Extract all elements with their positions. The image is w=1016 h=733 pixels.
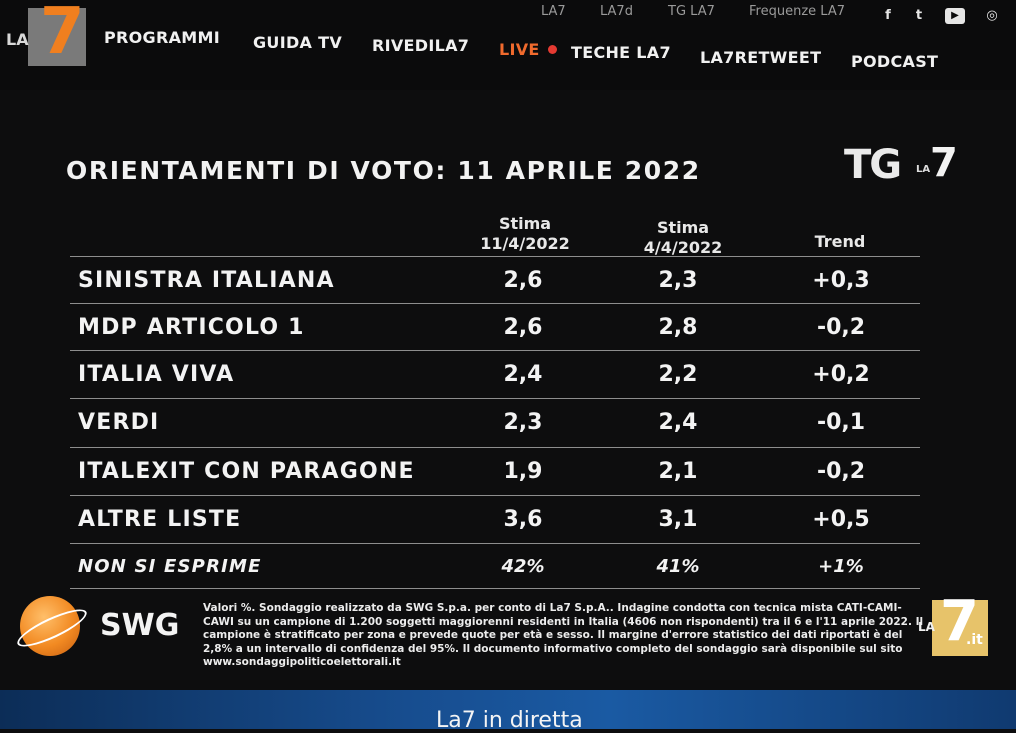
estimate-previous: 2,1 xyxy=(658,459,698,484)
youtube-icon[interactable]: ▶ xyxy=(945,8,965,24)
column-header-line1: Stima xyxy=(656,218,710,237)
la7-it-logo: LA 7 .it xyxy=(918,594,992,658)
la7-it-logo-it: .it xyxy=(966,632,983,648)
estimate-current: 1,9 xyxy=(503,459,543,484)
estimate-previous: 41% xyxy=(656,556,700,577)
estimate-current: 2,3 xyxy=(503,410,543,435)
nav-item-rivedila7[interactable]: RIVEDILA7 xyxy=(372,36,470,55)
trend-value: -0,1 xyxy=(816,410,866,435)
estimate-current: 42% xyxy=(501,556,545,577)
channel-link-la7[interactable]: LA7 xyxy=(541,4,566,19)
nav-item-programmi[interactable]: PROGRAMMI xyxy=(104,28,220,47)
party-name: ITALIA VIVA xyxy=(78,362,235,387)
channel-link-la7d[interactable]: LA7d xyxy=(600,4,633,19)
nav-item-podcast[interactable]: PODCAST xyxy=(851,52,939,71)
party-name: SINISTRA ITALIANA xyxy=(78,268,335,293)
tg-logo-la: LA xyxy=(916,164,931,175)
la7-logo-la: LA xyxy=(6,30,29,49)
trend-value: +0,5 xyxy=(812,507,870,532)
table-row: MDP ARTICOLO 1 2,6 2,8 -0,2 xyxy=(70,303,920,350)
estimate-current: 2,6 xyxy=(503,315,543,340)
estimate-current: 2,6 xyxy=(503,268,543,293)
facebook-icon[interactable]: f xyxy=(885,8,891,23)
estimate-previous: 2,2 xyxy=(658,362,698,387)
la7-it-logo-seven: 7 xyxy=(940,589,979,654)
column-header-stima-previous: Stima 4/4/2022 xyxy=(618,218,748,258)
tg-la7-logo: TG LA 7 xyxy=(838,140,968,194)
trend-value: -0,2 xyxy=(816,459,866,484)
estimate-previous: 3,1 xyxy=(658,507,698,532)
trend-value: -0,2 xyxy=(816,315,866,340)
tg-logo-seven: 7 xyxy=(930,140,958,186)
swg-globe-icon xyxy=(20,596,80,656)
table-row: ALTRE LISTE 3,6 3,1 +0,5 xyxy=(70,495,920,542)
party-name: ALTRE LISTE xyxy=(78,507,242,532)
trend-value: +0,3 xyxy=(812,268,870,293)
channel-link-frequenze[interactable]: Frequenze LA7 xyxy=(749,4,845,19)
party-name: NON SI ESPRIME xyxy=(78,556,262,577)
live-banner[interactable]: La7 in diretta xyxy=(0,690,1016,733)
instagram-icon[interactable]: ◎ xyxy=(986,8,998,23)
poll-disclaimer: Valori %. Sondaggio realizzato da SWG S.… xyxy=(203,602,924,668)
estimate-current: 2,4 xyxy=(503,362,543,387)
channel-link-tgla7[interactable]: TG LA7 xyxy=(668,4,715,19)
la7-it-logo-box xyxy=(932,600,988,656)
swg-logo: SWG xyxy=(13,596,198,658)
estimate-previous: 2,4 xyxy=(658,410,698,435)
live-banner-label: La7 in diretta xyxy=(436,708,583,733)
nav-item-guida-tv[interactable]: GUIDA TV xyxy=(253,33,343,52)
estimate-current: 3,6 xyxy=(503,507,543,532)
la7-logo[interactable]: LA 7 xyxy=(6,0,88,68)
party-name: VERDI xyxy=(78,410,160,435)
column-header-line1: Stima xyxy=(498,214,552,233)
live-dot-icon xyxy=(548,45,557,54)
column-header-line2: 4/4/2022 xyxy=(643,238,723,257)
party-name: MDP ARTICOLO 1 xyxy=(78,315,305,340)
nav-item-live[interactable]: LIVE xyxy=(499,40,540,59)
twitter-icon[interactable]: t xyxy=(915,8,923,23)
swg-logo-text: SWG xyxy=(100,608,180,643)
estimate-previous: 2,8 xyxy=(658,315,698,340)
table-bottom-divider xyxy=(70,588,920,589)
nav-item-la7retweet[interactable]: LA7RETWEET xyxy=(700,48,822,67)
table-row: VERDI 2,3 2,4 -0,1 xyxy=(70,398,920,445)
la7-it-logo-la: LA xyxy=(918,620,935,634)
table-row: SINISTRA ITALIANA 2,6 2,3 +0,3 xyxy=(70,256,920,303)
column-header-trend: Trend xyxy=(780,232,900,252)
party-name: ITALEXIT CON PARAGONE xyxy=(78,459,415,484)
table-row: ITALIA VIVA 2,4 2,2 +0,2 xyxy=(70,350,920,397)
trend-value: +1% xyxy=(818,556,864,577)
la7-logo-box xyxy=(28,8,86,66)
column-header-line2: 11/4/2022 xyxy=(480,234,570,253)
site-header: LA 7 LA7 LA7d TG LA7 Frequenze LA7 f t ▶… xyxy=(0,0,1016,90)
trend-value: +0,2 xyxy=(812,362,870,387)
estimate-previous: 2,3 xyxy=(658,268,698,293)
poll-title: ORIENTAMENTI DI VOTO: 11 APRILE 2022 xyxy=(66,156,701,185)
tg-logo-tg: TG xyxy=(844,142,902,188)
la7-logo-seven: 7 xyxy=(40,0,85,69)
column-header-stima-current: Stima 11/4/2022 xyxy=(460,214,590,254)
table-row: NON SI ESPRIME 42% 41% +1% xyxy=(70,543,920,590)
column-header-line1: Trend xyxy=(814,232,866,251)
nav-item-teche-la7[interactable]: TECHE LA7 xyxy=(571,43,671,62)
table-row: ITALEXIT CON PARAGONE 1,9 2,1 -0,2 xyxy=(70,447,920,494)
